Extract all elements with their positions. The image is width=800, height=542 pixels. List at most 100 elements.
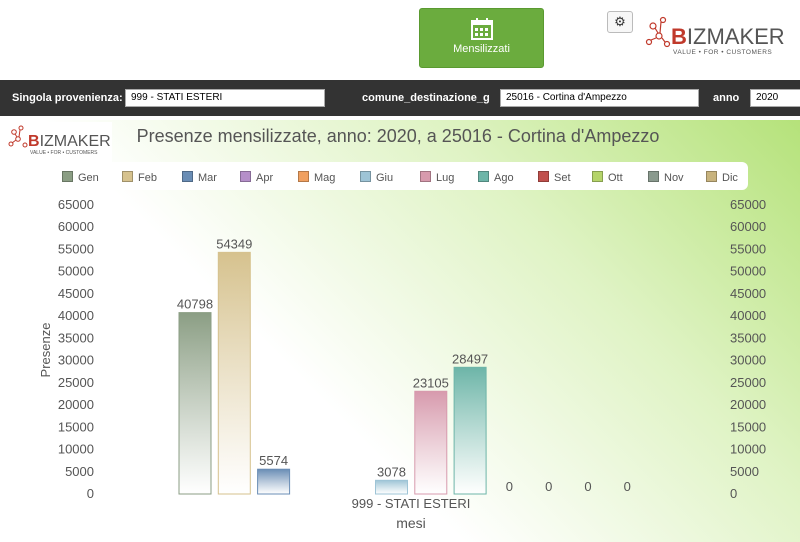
destinazione-input[interactable]: 25016 - Cortina d'Ampezzo [500,89,699,107]
legend-swatch [592,171,603,182]
chart-legend: Gen Feb Mar Apr Mag Giu Lug Ago Set Ott Nov Dic [54,162,748,190]
y-tick-label-right: 30000 [730,353,766,368]
data-label-nov: 0 [584,479,591,494]
provenienza-label: Singola provenienza: [12,92,123,104]
bar-ago[interactable] [453,366,487,495]
legend-item-ago[interactable]: Ago [478,171,514,184]
house-icon [196,17,219,39]
legend-label: Apr [256,172,274,184]
x-axis-label: mesi [396,515,426,531]
data-label-mar: 5574 [259,453,288,468]
y-tick-label: 35000 [58,330,94,345]
y-tick-label: 40000 [58,308,94,323]
legend-swatch [182,171,193,182]
provenienza-input[interactable]: 999 - STATI ESTERI [125,89,325,107]
y-tick-label-right: 5000 [730,464,759,479]
legend-item-feb[interactable]: Feb [122,171,157,184]
y-tick-label: 45000 [58,286,94,301]
legend-swatch [298,171,309,182]
y-tick-label-right: 65000 [730,197,766,212]
y-tick-label-right: 20000 [730,397,766,412]
legend-swatch [478,171,489,182]
data-label-lug: 23105 [413,375,449,390]
chart-title: Presenze mensilizzate, anno: 2020, a 250… [136,126,660,146]
gear-icon[interactable]: ⚙ [607,11,633,33]
y-tick-label-right: 45000 [730,286,766,301]
y-tick-label: 30000 [58,353,94,368]
legend-swatch [122,171,133,182]
legend-item-giu[interactable]: Giu [360,171,393,184]
legend-label: Set [554,172,571,184]
y-tick-label-right: 60000 [730,219,766,234]
legend-label: Dic [722,172,738,184]
data-label-dic: 0 [624,479,631,494]
filter-bar: Singola provenienza: 999 - STATI ESTERI … [0,80,800,116]
y-tick-label: 65000 [58,197,94,212]
legend-item-mag[interactable]: Mag [298,171,335,184]
legend-item-mar[interactable]: Mar [182,171,217,184]
y-tick-label: 0 [87,486,94,501]
y-axis-left: 0 5000 10000 15000 20000 25000 30000 35000 40000… [58,197,94,501]
y-tick-label: 20000 [58,397,94,412]
nav-button-complementare[interactable]: Complementare [282,8,407,68]
svg-text:VALUE • FOR • CUSTOMERS: VALUE • FOR • CUSTOMERS [673,49,772,56]
bar-gen[interactable] [178,312,212,495]
legend-label: Nov [664,172,684,184]
y-tick-label: 15000 [58,419,94,434]
y-tick-label-right: 35000 [730,330,766,345]
y-tick-label: 60000 [58,219,94,234]
nav-button-alberghiero[interactable]: Alberghiero [145,8,270,68]
chart-background [0,120,800,542]
legend-label: Ago [494,172,514,184]
y-tick-label-right: 0 [730,486,737,501]
chart-bizmaker-logo: BIZMAKER VALUE • FOR • CUSTOMERS [8,122,112,162]
y-tick-label-right: 40000 [730,308,766,323]
legend-item-ott[interactable]: Ott [592,171,623,184]
legend-item-set[interactable]: Set [538,171,571,184]
bar-mar[interactable] [257,468,291,495]
nav-button-label: Mensilizzati [453,43,510,55]
y-axis-right: 0 5000 10000 15000 20000 25000 30000 35000 40000… [730,197,766,501]
legend-item-dic[interactable]: Dic [706,171,738,184]
y-tick-label: 5000 [65,464,94,479]
svg-text:VALUE • FOR • CUSTOMERS: VALUE • FOR • CUSTOMERS [30,150,98,156]
y-tick-label-right: 50000 [730,264,766,279]
nav-button-label: Albergheiro e complementare [31,42,108,66]
legend-item-lug[interactable]: Lug [420,171,454,184]
nav-button-mensilizzati[interactable]: Mensilizzati [419,8,544,68]
y-tick-label: 10000 [58,442,94,457]
data-label-ott: 0 [545,479,552,494]
y-tick-label: 25000 [58,375,94,390]
legend-label: Mag [314,172,336,184]
legend-item-gen[interactable]: Gen [62,171,99,184]
y-tick-label: 55000 [58,241,94,256]
top-navigation: Albergheiro e complementare Alberghiero … [0,0,800,78]
calendar-icon [470,18,493,40]
bar-giu[interactable] [375,479,408,495]
legend-swatch [240,171,251,182]
nav-button-label: Complementare [305,42,384,54]
destinazione-label: comune_destinazione_g [362,92,490,104]
legend-swatch [648,171,659,182]
legend-label: Mar [198,172,217,184]
anno-input[interactable]: 2020 [750,89,800,107]
nav-button-albergheiro-e-complementare[interactable]: Albergheiro e complementare [8,8,131,68]
bizmaker-logo: BIZMAKER VALUE • FOR • CUSTOMERS [645,16,785,56]
legend-label: Ott [608,172,623,184]
legend-label: Lug [436,172,455,184]
bar-feb[interactable] [217,251,251,495]
y-tick-label-right: 15000 [730,419,766,434]
legend-item-apr[interactable]: Apr [240,171,273,184]
legend-swatch [538,171,549,182]
data-label-gen: 40798 [177,297,213,312]
data-label-feb: 54349 [216,236,252,251]
y-tick-label-right: 25000 [730,375,766,390]
y-tick-label-right: 55000 [730,241,766,256]
nav-button-label: Alberghiero [179,42,236,54]
bar-lug[interactable] [414,390,448,495]
y-axis-label: Presenze [38,323,53,378]
anno-label: anno [713,92,740,104]
legend-label: Feb [138,172,157,184]
legend-item-nov[interactable]: Nov [648,171,684,184]
